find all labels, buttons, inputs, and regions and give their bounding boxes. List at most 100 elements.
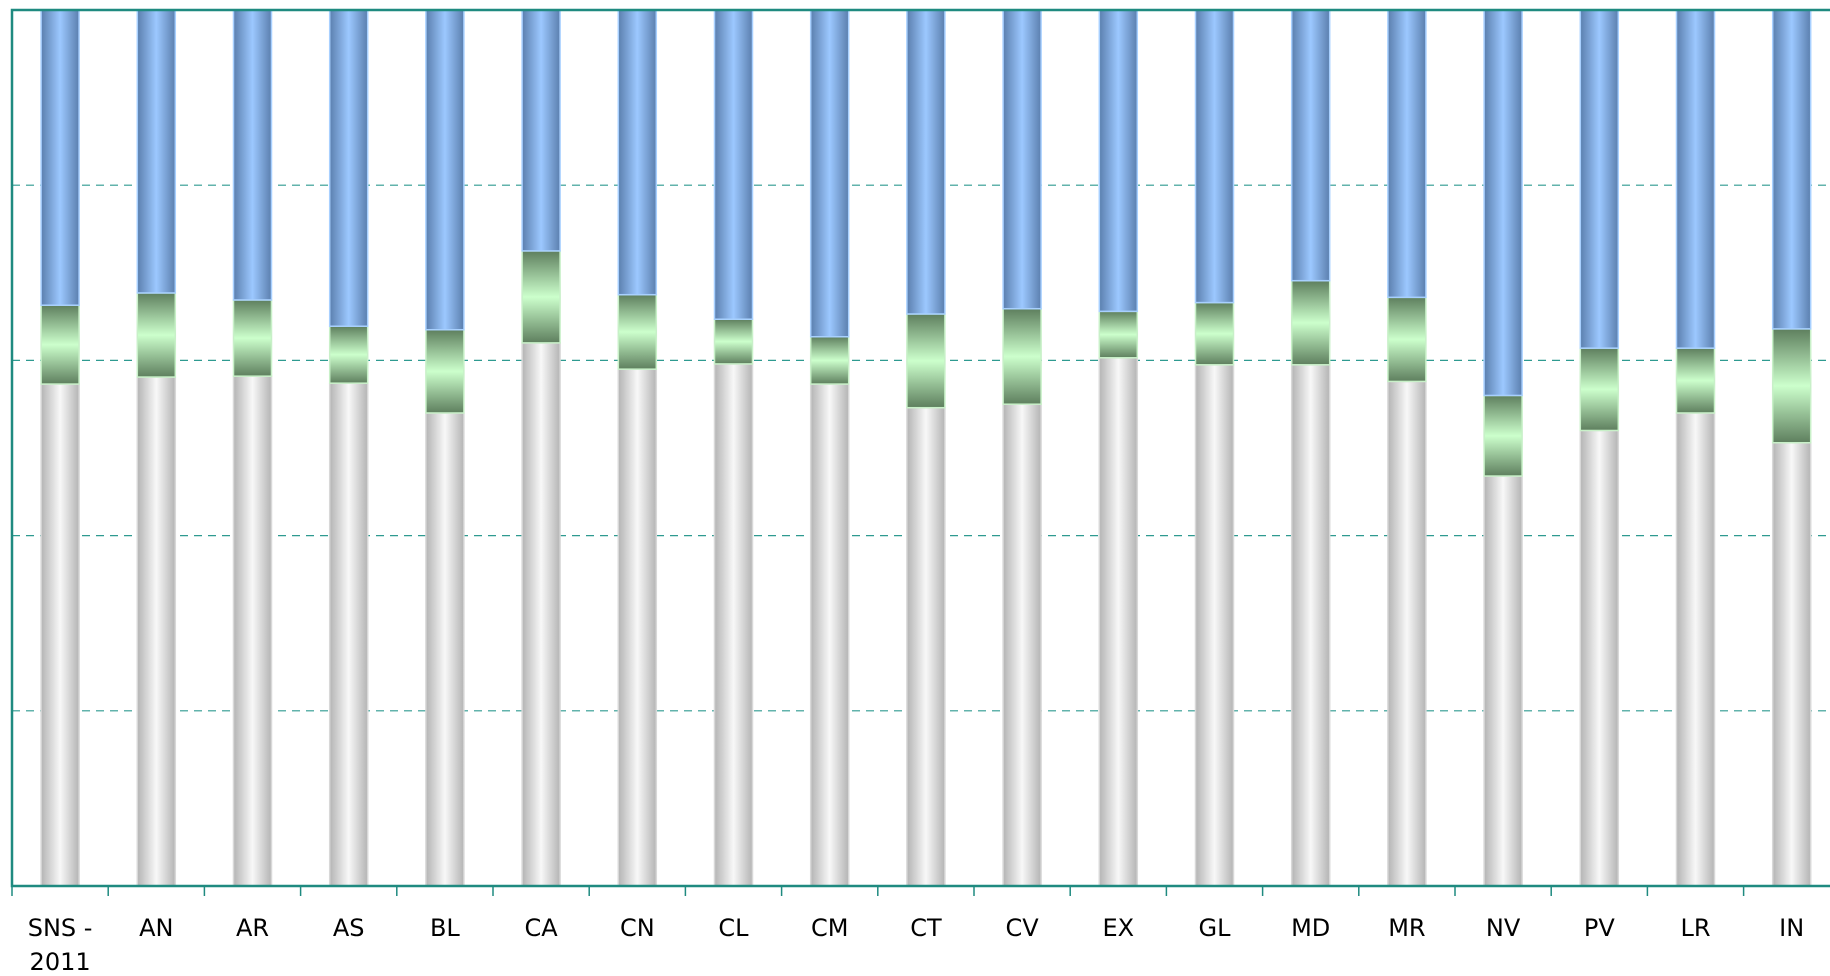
x-tick-label-line: AN: [139, 914, 173, 942]
gridlines: [12, 184, 1830, 712]
x-tick-label-5: BL: [430, 914, 460, 942]
bar-segment-3-13: [1194, 9, 1235, 304]
bar-segment-2-12: [1098, 310, 1139, 359]
x-tick-label-11: CV: [1006, 914, 1040, 942]
bar-segment-3-6: [521, 9, 561, 252]
x-tick-label-line: MD: [1291, 914, 1330, 942]
bar-segment-3-1: [40, 9, 80, 306]
bar-segment-3-9: [809, 9, 850, 338]
bar-segment-3-2: [136, 9, 177, 294]
bar-segment-1-3: [232, 375, 273, 887]
x-tick-label-16: NV: [1486, 914, 1521, 942]
bar-segment-1-6: [521, 342, 561, 887]
x-tick-label-line: LR: [1680, 914, 1710, 942]
x-tick-label-line: CA: [525, 914, 559, 942]
x-tick-label-14: MD: [1291, 914, 1330, 942]
bar-segment-3-3: [232, 9, 273, 301]
bar-segment-2-18: [1675, 347, 1716, 414]
bar-segment-3-14: [1290, 9, 1331, 282]
x-tick-label-17: PV: [1584, 914, 1615, 942]
bar-segment-1-7: [617, 368, 658, 887]
x-tick-label-8: CL: [718, 914, 749, 942]
bar-segment-2-1: [40, 304, 80, 385]
bar-segment-2-10: [906, 313, 946, 409]
bar-segment-1-14: [1290, 364, 1331, 887]
x-tick-label-1: SNS - 2011: [28, 914, 93, 976]
bar-segment-2-15: [1387, 296, 1427, 383]
x-tick-label-13: GL: [1199, 914, 1232, 942]
x-tick-label-18: LR: [1680, 914, 1710, 942]
x-tick-label-line: CT: [910, 914, 942, 942]
x-tick-label-line: CM: [811, 914, 848, 942]
bar-segment-1-8: [713, 363, 754, 887]
x-tick-label-line: CN: [620, 914, 655, 942]
bar-segment-2-19: [1771, 328, 1812, 444]
x-tick-label-line: GL: [1199, 914, 1232, 942]
x-tick-label-line: SNS -: [28, 914, 93, 942]
bar-segment-1-9: [809, 383, 850, 887]
x-tick-label-7: CN: [620, 914, 655, 942]
x-tick-label-line: CL: [718, 914, 749, 942]
x-tick-label-line: PV: [1584, 914, 1615, 942]
bar-segment-3-16: [1483, 9, 1523, 397]
bar-segment-2-5: [425, 328, 465, 414]
bar-segment-1-19: [1771, 441, 1812, 887]
bar-segment-2-16: [1483, 394, 1523, 477]
bar-segment-3-15: [1387, 9, 1427, 299]
bar-segment-3-11: [1002, 9, 1042, 310]
bar-segment-1-16: [1483, 475, 1523, 887]
bar-segment-1-13: [1194, 364, 1235, 887]
x-tick-label-line: NV: [1486, 914, 1521, 942]
bar-segment-3-5: [425, 9, 465, 331]
x-tick-label-line: IN: [1779, 914, 1804, 942]
x-tick-label-15: MR: [1388, 914, 1425, 942]
x-tick-label-10: CT: [910, 914, 942, 942]
bar-segment-3-7: [617, 9, 658, 296]
x-tick-label-line: 2011: [30, 948, 91, 976]
x-axis-labels: SNS - 2011 AN AR AS BL CA CN CL CM CT CV EX GL MD MR NV P…: [28, 914, 1804, 976]
bar-segment-2-14: [1290, 279, 1331, 366]
bar-segment-1-1: [40, 383, 80, 887]
x-tick-label-line: MR: [1388, 914, 1425, 942]
bar-segment-3-18: [1675, 9, 1716, 349]
bar-segment-2-13: [1194, 301, 1235, 366]
plot-frame: [10, 8, 1830, 896]
bar-segment-2-8: [713, 318, 754, 365]
bar-segment-1-12: [1098, 357, 1139, 887]
x-tick-label-3: AR: [236, 914, 269, 942]
bar-segment-1-2: [136, 376, 177, 887]
bar-segment-3-10: [906, 9, 946, 315]
bar-segment-3-4: [328, 9, 369, 327]
bar-segment-2-2: [136, 292, 177, 378]
bars: [40, 9, 1812, 887]
bar-segment-2-7: [617, 293, 658, 370]
bar-segment-3-12: [1098, 9, 1139, 313]
bar-segment-2-17: [1579, 347, 1620, 432]
x-tick-label-4: AS: [333, 914, 365, 942]
plot-border: [10, 8, 1830, 888]
bar-segment-2-9: [809, 335, 850, 385]
x-tick-label-12: EX: [1102, 914, 1134, 942]
bar-segment-1-18: [1675, 412, 1716, 887]
bar-segment-2-4: [328, 325, 369, 384]
bar-segment-1-11: [1002, 403, 1042, 887]
bar-segment-2-6: [521, 250, 561, 344]
bar-segment-1-5: [425, 412, 465, 887]
bar-segment-3-19: [1771, 9, 1812, 330]
bar-segment-1-15: [1387, 380, 1427, 887]
x-tick-label-6: CA: [525, 914, 559, 942]
x-tick-label-line: AR: [236, 914, 269, 942]
bar-segment-1-4: [328, 382, 369, 887]
bar-segment-3-8: [713, 9, 754, 320]
x-tick-label-9: CM: [811, 914, 848, 942]
bar-segment-3-17: [1579, 9, 1620, 349]
x-tick-label-19: IN: [1779, 914, 1804, 942]
x-tick-label-line: BL: [430, 914, 460, 942]
bar-segment-1-10: [906, 406, 946, 887]
bar-segment-2-11: [1002, 307, 1042, 405]
x-tick-label-line: CV: [1006, 914, 1040, 942]
bar-segment-1-17: [1579, 429, 1620, 887]
bar-segment-2-3: [232, 299, 273, 377]
x-tick-label-line: AS: [333, 914, 365, 942]
